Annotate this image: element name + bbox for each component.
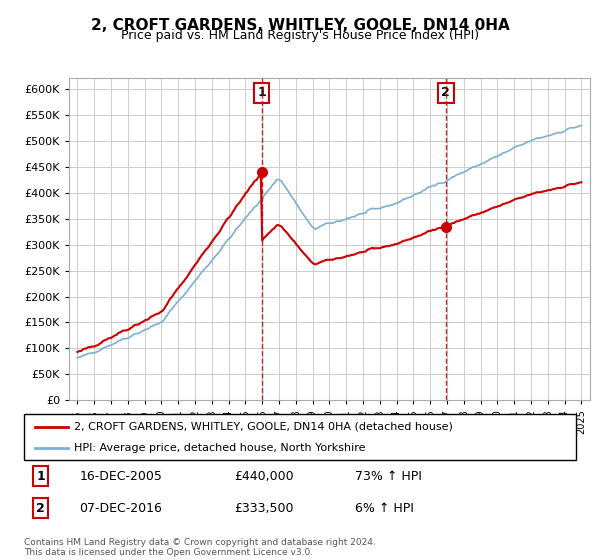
Text: 2, CROFT GARDENS, WHITLEY, GOOLE, DN14 0HA: 2, CROFT GARDENS, WHITLEY, GOOLE, DN14 0…	[91, 18, 509, 33]
Text: 6% ↑ HPI: 6% ↑ HPI	[355, 502, 414, 515]
Text: 73% ↑ HPI: 73% ↑ HPI	[355, 470, 422, 483]
Text: 16-DEC-2005: 16-DEC-2005	[79, 470, 162, 483]
Text: HPI: Average price, detached house, North Yorkshire: HPI: Average price, detached house, Nort…	[74, 443, 365, 453]
Text: £333,500: £333,500	[234, 502, 293, 515]
Text: Contains HM Land Registry data © Crown copyright and database right 2024.
This d: Contains HM Land Registry data © Crown c…	[24, 538, 376, 557]
Text: 2: 2	[36, 502, 45, 515]
Text: 07-DEC-2016: 07-DEC-2016	[79, 502, 162, 515]
Text: 2, CROFT GARDENS, WHITLEY, GOOLE, DN14 0HA (detached house): 2, CROFT GARDENS, WHITLEY, GOOLE, DN14 0…	[74, 422, 452, 432]
FancyBboxPatch shape	[24, 414, 576, 460]
Text: 2: 2	[442, 86, 450, 100]
Text: £440,000: £440,000	[234, 470, 293, 483]
Text: 1: 1	[36, 470, 45, 483]
Text: 1: 1	[257, 86, 266, 100]
Text: Price paid vs. HM Land Registry's House Price Index (HPI): Price paid vs. HM Land Registry's House …	[121, 29, 479, 42]
